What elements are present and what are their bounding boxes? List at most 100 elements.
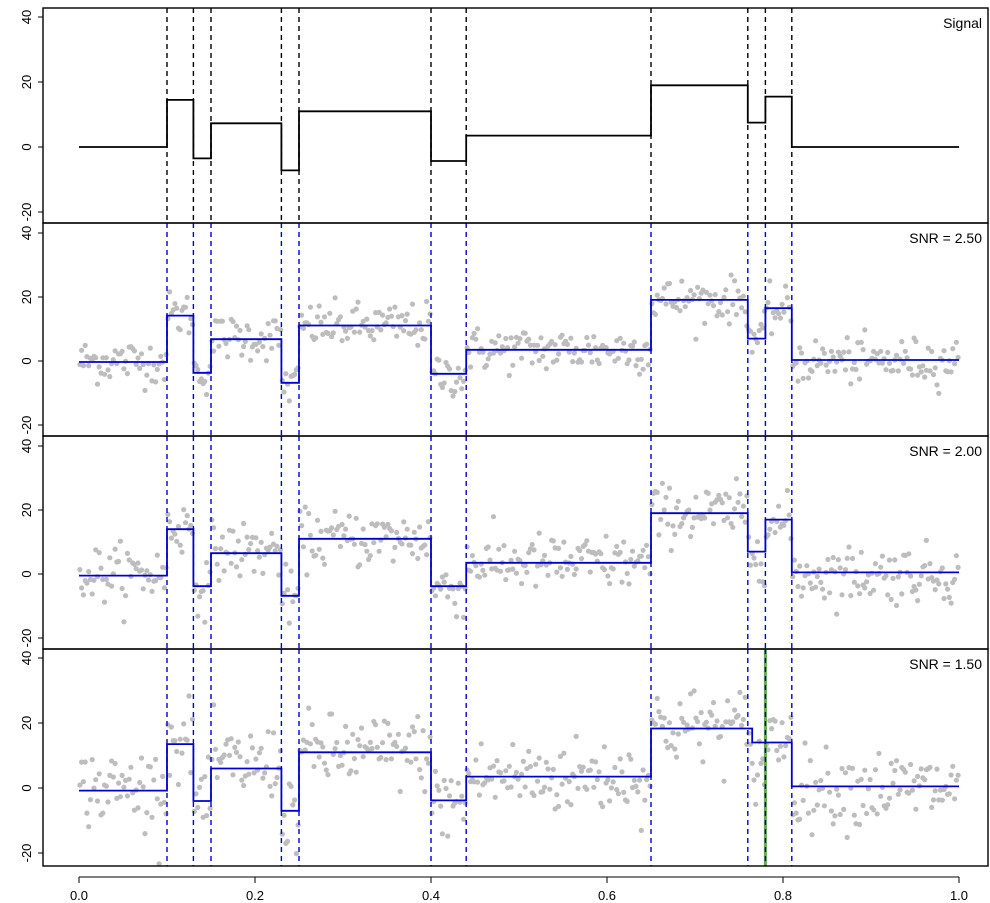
observation-point <box>482 780 488 786</box>
observation-point <box>934 382 940 388</box>
observation-point <box>742 694 748 701</box>
observation-point <box>790 574 796 580</box>
observation-point <box>239 777 245 783</box>
observation-point <box>645 554 652 560</box>
observation-point <box>218 759 224 766</box>
observation-point <box>929 804 935 811</box>
observation-point <box>890 780 896 786</box>
observation-point <box>672 746 678 752</box>
observation-point <box>584 334 590 341</box>
observation-point <box>575 785 581 792</box>
fitted-step-line <box>79 299 959 384</box>
y-tick-label: -20 <box>19 629 34 648</box>
observation-point <box>96 550 102 556</box>
observation-point <box>94 381 101 387</box>
observation-point <box>244 759 250 765</box>
observation-point <box>566 779 572 785</box>
observation-point <box>137 779 143 786</box>
observation-point <box>549 338 555 345</box>
observation-point <box>832 813 838 819</box>
observation-point <box>330 330 336 336</box>
observation-point <box>758 760 764 767</box>
observation-point <box>415 714 421 720</box>
observation-point <box>387 732 393 738</box>
observation-point <box>772 718 778 724</box>
observation-point <box>809 368 815 374</box>
observation-point <box>793 810 799 816</box>
observation-point <box>144 372 150 378</box>
observation-point <box>191 587 197 593</box>
observation-point <box>820 586 826 592</box>
observation-point <box>550 766 556 773</box>
observation-point <box>587 569 593 575</box>
observation-point <box>204 560 210 566</box>
observation-point <box>673 754 680 760</box>
observation-point <box>515 340 521 346</box>
observation-point <box>593 759 599 765</box>
observation-point <box>524 569 530 575</box>
observation-point <box>195 613 201 619</box>
observation-point <box>126 776 132 782</box>
observation-point <box>457 375 463 381</box>
observation-point <box>527 763 534 770</box>
observation-point <box>797 816 803 822</box>
observation-point <box>480 349 486 355</box>
observation-point <box>559 332 565 338</box>
observation-point <box>564 799 571 805</box>
observation-point <box>666 485 673 491</box>
observation-point <box>151 362 157 368</box>
observation-point <box>510 741 516 748</box>
observation-point <box>394 743 400 750</box>
observation-point <box>432 593 438 599</box>
observation-point <box>332 295 338 301</box>
observation-point <box>513 570 520 576</box>
observation-point <box>314 314 321 320</box>
observation-point <box>885 349 891 355</box>
observation-point <box>427 734 433 740</box>
observation-point <box>703 719 710 725</box>
observation-point <box>126 557 132 563</box>
observation-point <box>329 525 335 531</box>
observation-point <box>520 758 527 765</box>
observation-point <box>735 712 741 719</box>
observation-point <box>832 368 838 374</box>
observation-point <box>851 359 857 366</box>
observation-point <box>594 777 600 783</box>
observation-point <box>241 343 247 350</box>
observation-point <box>941 595 947 602</box>
observation-point <box>939 797 945 803</box>
observation-point <box>316 303 322 309</box>
observation-point <box>339 521 345 528</box>
y-axis: -20 0 20 40 <box>19 226 43 434</box>
observation-point <box>402 745 409 751</box>
observation-point <box>263 358 269 364</box>
observation-point <box>705 490 711 496</box>
observation-point <box>913 338 919 345</box>
observation-point <box>811 807 817 813</box>
observation-point <box>376 548 382 554</box>
observation-point <box>228 736 234 742</box>
observation-point <box>466 349 472 356</box>
observation-point <box>953 339 960 345</box>
observation-point <box>689 524 696 531</box>
observation-point <box>82 342 88 348</box>
observation-point <box>158 353 164 359</box>
observation-point <box>879 360 886 366</box>
observation-point <box>211 702 217 708</box>
y-axis: -20 0 20 40 <box>19 439 43 648</box>
observation-point <box>858 776 864 782</box>
observation-point <box>786 512 792 518</box>
observation-point <box>302 747 308 753</box>
observation-point <box>584 786 590 792</box>
observation-point <box>452 600 458 607</box>
observation-point <box>248 357 254 363</box>
observation-point <box>332 746 338 752</box>
observation-point <box>401 519 407 525</box>
observation-point <box>415 342 421 348</box>
observation-point <box>876 750 882 757</box>
observation-point <box>541 552 548 559</box>
y-tick-label: 0 <box>19 784 34 791</box>
observation-point <box>462 367 468 373</box>
observation-point <box>878 348 884 354</box>
